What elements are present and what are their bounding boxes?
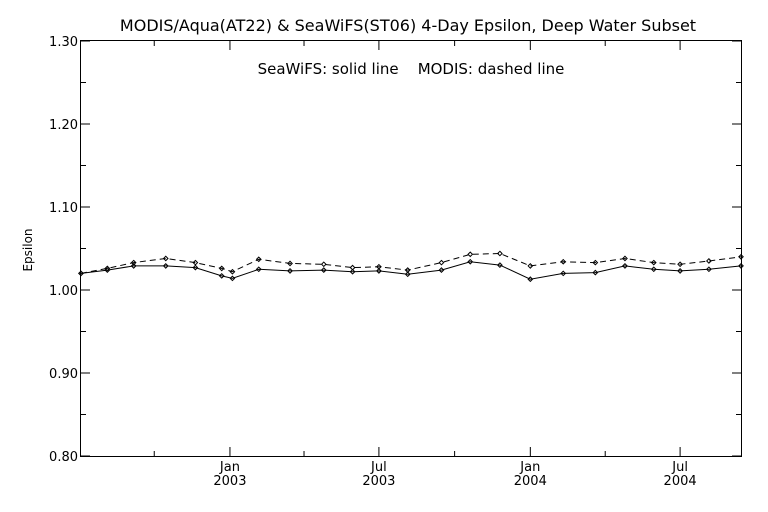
data-point-modis bbox=[320, 261, 327, 268]
plot-frame bbox=[80, 40, 742, 457]
y-tick-label: 1.00 bbox=[49, 284, 78, 299]
data-point-seawifs bbox=[622, 263, 628, 269]
x-tick-label-month: Jan bbox=[519, 460, 540, 475]
data-point-seawifs bbox=[218, 272, 225, 279]
data-point-seawifs bbox=[560, 270, 567, 277]
data-point-seawifs bbox=[592, 269, 599, 276]
data-point-modis bbox=[229, 268, 236, 275]
series-layer bbox=[78, 250, 744, 283]
data-point-modis bbox=[130, 259, 137, 266]
data-point-modis bbox=[375, 263, 382, 270]
data-point-modis bbox=[677, 261, 684, 268]
data-point-seawifs bbox=[705, 266, 712, 273]
data-point-seawifs bbox=[349, 268, 356, 275]
data-point-modis bbox=[438, 259, 445, 266]
data-point-seawifs bbox=[130, 263, 137, 269]
x-tick-label-month: Jul bbox=[370, 460, 387, 475]
y-tick-label: 0.80 bbox=[49, 450, 78, 465]
y-axis-label: Epsilon bbox=[21, 228, 35, 271]
data-point-modis bbox=[467, 251, 474, 258]
x-tick-label-year: 2004 bbox=[514, 474, 547, 489]
y-tick-label: 0.90 bbox=[49, 367, 78, 382]
data-point-modis bbox=[192, 259, 199, 266]
data-point-modis bbox=[592, 259, 599, 266]
data-point-modis bbox=[218, 265, 225, 272]
x-tick-label-month: Jul bbox=[671, 460, 688, 475]
series-line-modis bbox=[80, 252, 742, 274]
data-point-seawifs bbox=[375, 268, 382, 274]
data-point-seawifs bbox=[677, 268, 684, 274]
chart-title: MODIS/Aqua(AT22) & SeaWiFS(ST06) 4-Day E… bbox=[120, 16, 696, 35]
y-tick-label: 1.10 bbox=[49, 201, 78, 216]
data-point-modis bbox=[78, 270, 84, 277]
data-point-modis bbox=[622, 255, 628, 262]
data-point-modis bbox=[404, 267, 411, 273]
data-point-seawifs bbox=[404, 271, 411, 278]
data-point-modis bbox=[560, 258, 567, 265]
data-point-seawifs bbox=[738, 263, 744, 269]
data-point-seawifs bbox=[438, 267, 445, 273]
x-tick-label-year: 2003 bbox=[362, 474, 395, 489]
y-tick-label: 1.30 bbox=[49, 35, 78, 50]
data-point-seawifs bbox=[467, 258, 474, 265]
data-point-modis bbox=[349, 264, 356, 271]
chart-annotation: SeaWiFS: solid line MODIS: dashed line bbox=[258, 60, 565, 78]
x-tick-label-year: 2003 bbox=[213, 474, 246, 489]
data-point-modis bbox=[255, 256, 262, 263]
data-point-modis bbox=[650, 259, 657, 266]
data-point-modis bbox=[527, 263, 534, 269]
data-point-modis bbox=[104, 265, 111, 272]
data-point-modis bbox=[496, 250, 503, 257]
data-point-modis bbox=[162, 255, 169, 262]
data-point-seawifs bbox=[287, 268, 293, 274]
series-line-seawifs bbox=[80, 261, 742, 280]
x-tick-label-year: 2004 bbox=[664, 474, 697, 489]
data-point-seawifs bbox=[650, 266, 657, 273]
data-point-modis bbox=[738, 253, 744, 260]
data-point-seawifs bbox=[192, 264, 199, 271]
y-axis: 0.80 0.90 1.00 1.10 1.20 1.30 bbox=[49, 35, 741, 465]
data-point-seawifs bbox=[496, 262, 503, 269]
data-point-seawifs bbox=[255, 266, 262, 273]
data-point-modis bbox=[705, 258, 712, 264]
data-point-seawifs bbox=[527, 276, 534, 283]
data-point-seawifs bbox=[162, 263, 169, 269]
x-tick-label-month: Jan bbox=[219, 460, 240, 475]
data-point-seawifs bbox=[320, 267, 327, 273]
y-tick-label: 1.20 bbox=[49, 118, 78, 133]
data-point-modis bbox=[287, 260, 293, 267]
data-point-seawifs bbox=[229, 275, 236, 282]
